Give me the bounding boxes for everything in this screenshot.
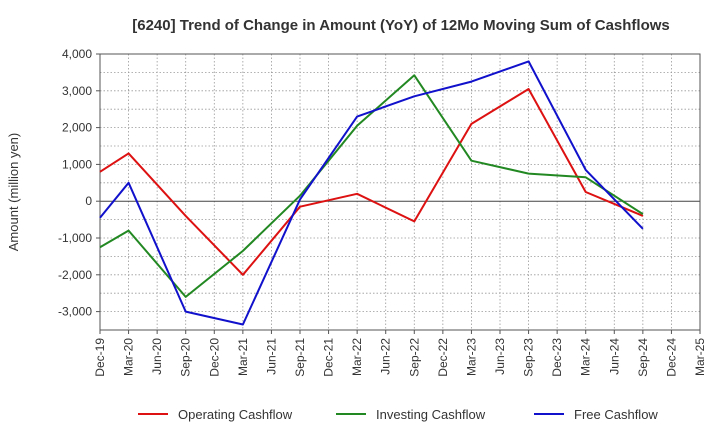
- x-tick-label: Dec-24: [664, 338, 678, 377]
- y-tick-label: -1,000: [58, 231, 92, 245]
- x-tick-label: Dec-21: [322, 338, 336, 377]
- x-tick-label: Dec-23: [550, 338, 564, 377]
- legend: Operating Cashflow Investing Cashflow Free…: [138, 407, 658, 422]
- legend-label: Operating Cashflow: [178, 407, 293, 422]
- x-tick-label: Dec-20: [207, 338, 221, 377]
- x-tick-label: Sep-22: [407, 338, 421, 377]
- y-tick-label: 0: [85, 194, 92, 208]
- x-tick-label: Jun-21: [264, 338, 278, 375]
- x-tick-label: Jun-22: [379, 338, 393, 375]
- x-tick-label: Mar-22: [350, 338, 364, 376]
- x-tick-label: Mar-20: [122, 338, 136, 376]
- y-tick-label: 2,000: [62, 121, 92, 135]
- x-tick-label: Jun-20: [150, 338, 164, 375]
- chart-title: [6240] Trend of Change in Amount (YoY) o…: [132, 17, 670, 34]
- y-tick-label: 1,000: [62, 157, 92, 171]
- plot-border: [99, 53, 701, 331]
- x-tick-label: Mar-25: [693, 338, 707, 376]
- x-tick-label: Dec-19: [93, 338, 107, 377]
- y-tick-label: -2,000: [58, 268, 92, 282]
- x-axis-ticks: Dec-19 Mar-20 Jun-20 Sep-20 Dec-20 Mar-21 Jun-…: [93, 330, 707, 377]
- y-axis-ticks: 4,000 3,000 2,000 1,000 0 -1,000 -2,000 -3,000: [58, 47, 100, 319]
- x-tick-label: Sep-24: [636, 338, 650, 377]
- x-tick-label: Dec-22: [436, 338, 450, 377]
- y-tick-label: 3,000: [62, 84, 92, 98]
- x-tick-label: Sep-20: [179, 338, 193, 377]
- legend-label: Free Cashflow: [574, 407, 658, 422]
- x-tick-label: Jun-23: [493, 338, 507, 375]
- y-axis-label: Amount (million yen): [6, 133, 21, 252]
- plot-area: [100, 54, 700, 330]
- series-lines: [99, 60, 644, 326]
- x-tick-label: Sep-23: [522, 338, 536, 377]
- x-tick-label: Mar-24: [579, 338, 593, 376]
- legend-label: Investing Cashflow: [376, 407, 486, 422]
- y-tick-label: 4,000: [62, 47, 92, 61]
- x-tick-label: Jun-24: [607, 338, 621, 375]
- x-tick-label: Mar-21: [236, 338, 250, 376]
- x-tick-label: Sep-21: [293, 338, 307, 377]
- x-tick-label: Mar-23: [464, 338, 478, 376]
- y-tick-label: -3,000: [58, 305, 92, 319]
